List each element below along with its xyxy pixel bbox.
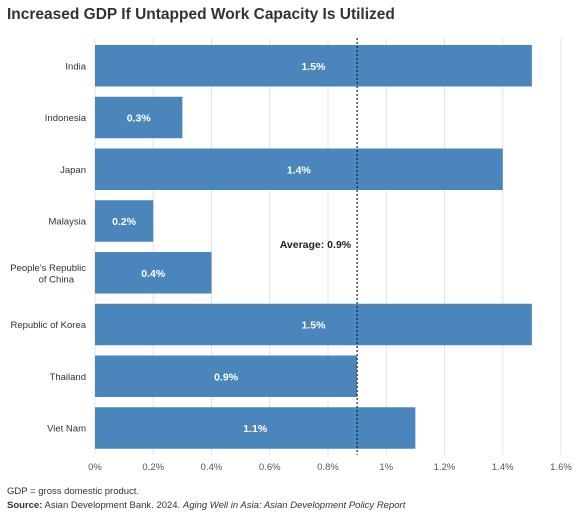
x-tick-label: 1.4% (492, 462, 514, 473)
category-label: People's Republic of China (10, 263, 86, 286)
average-label: Average: 0.9% (280, 239, 352, 251)
bar-value-label: 0.3% (127, 113, 152, 125)
bar (95, 148, 503, 190)
x-tick-label: 0.2% (142, 462, 164, 473)
chart-title: Increased GDP If Untapped Work Capacity … (7, 6, 395, 23)
bars (95, 45, 532, 449)
category-labels: India Indonesia Japan Malaysia People's Repu… (10, 61, 86, 434)
source-prefix: Source: (7, 500, 43, 511)
x-axis-ticks: 0% 0.2% 0.4% 0.6% 0.8% 1% 1.2% 1.4% 1.6% (88, 462, 572, 473)
bar (95, 200, 154, 242)
source-note: Source: Asian Development Bank. 2024. Ag… (7, 500, 405, 511)
category-label: Japan (60, 165, 86, 176)
bar-value-label: 1.5% (301, 320, 326, 332)
bar-value-label: 0.9% (214, 371, 239, 383)
category-label: Indonesia (45, 113, 87, 124)
x-tick-label: 1.6% (550, 462, 572, 473)
category-label: Viet Nam (47, 424, 86, 435)
bar (95, 303, 532, 346)
bar (95, 45, 532, 87)
category-label: Republic of Korea (10, 320, 86, 331)
x-tick-label: 0.6% (259, 462, 281, 473)
value-labels: 1.5% 0.3% 1.4% 0.2% 0.4% 1.5% 0.9% 1.1% (112, 61, 326, 435)
bar-value-label: 1.5% (301, 61, 326, 73)
category-label: Malaysia (49, 217, 87, 228)
x-tick-label: 1% (379, 462, 393, 473)
footnote: GDP = gross domestic product. (7, 486, 140, 497)
category-label: Thailand (50, 372, 86, 383)
category-label: India (65, 61, 86, 72)
bar (95, 96, 183, 139)
bar (95, 407, 416, 449)
x-tick-label: 0.8% (317, 462, 339, 473)
x-tick-label: 1.2% (434, 462, 456, 473)
bar (95, 355, 358, 397)
x-tick-label: 0% (88, 462, 102, 473)
bar (95, 252, 212, 294)
bar-chart: 1.5%0.3%1.4%0.2%0.4%1.5%0.9%1.1% IndiaIn… (10, 38, 572, 473)
bar-value-label: 0.4% (141, 268, 166, 280)
average-reference: Average: 0.9% (280, 38, 358, 455)
bar-value-label: 1.1% (243, 423, 268, 435)
x-tick-label: 0.4% (201, 462, 223, 473)
source-text: Asian Development Bank. 2024. (42, 500, 183, 511)
source-title: Aging Well in Asia: Asian Development Po… (182, 500, 406, 511)
bar-value-label: 0.2% (112, 216, 137, 228)
bar-value-label: 1.4% (287, 164, 312, 176)
